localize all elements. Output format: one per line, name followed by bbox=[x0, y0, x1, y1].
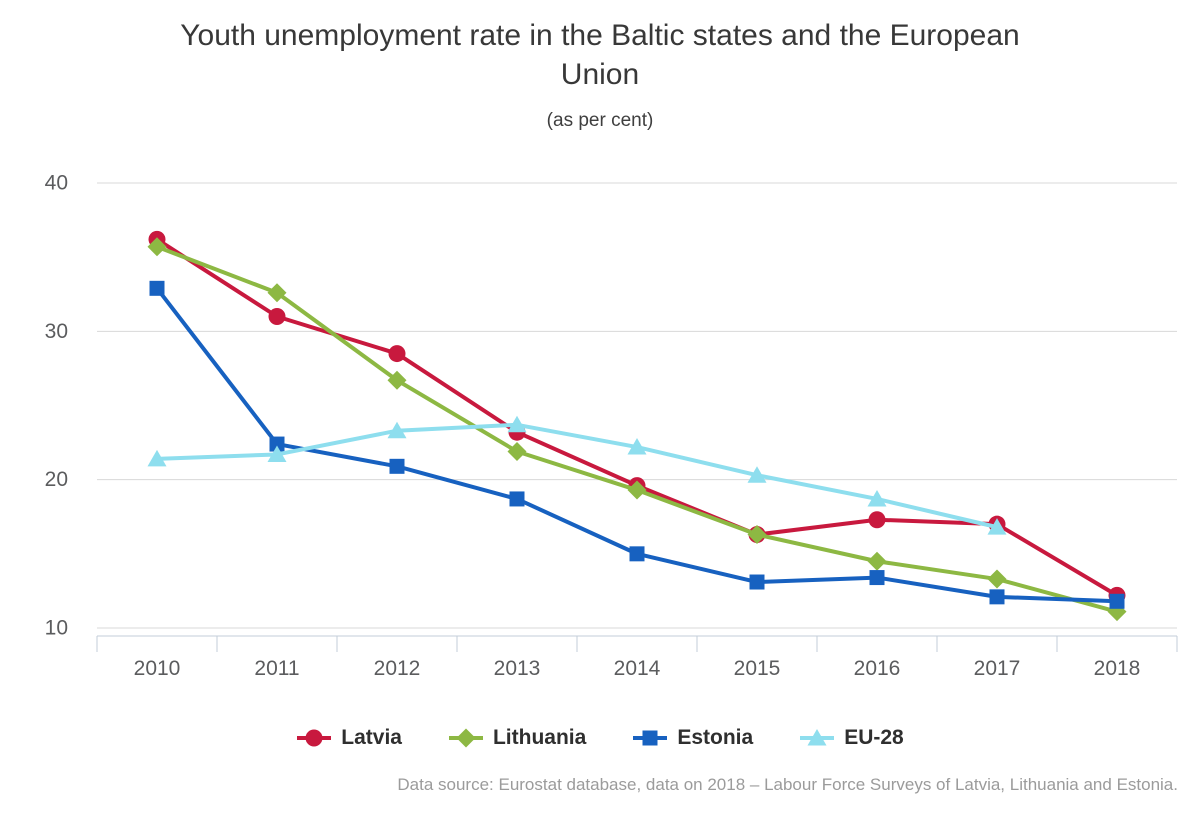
y-axis-label-30: 30 bbox=[45, 320, 68, 343]
marker-lithuania-2014[interactable] bbox=[627, 480, 647, 500]
chart-page: Youth unemployment rate in the Baltic st… bbox=[0, 16, 1200, 816]
marker-estonia-2013[interactable] bbox=[509, 491, 525, 507]
chart-title: Youth unemployment rate in the Baltic st… bbox=[180, 19, 1020, 91]
y-axis-label-20: 20 bbox=[45, 468, 68, 491]
line-chart-svg: 10 20 30 40 2010 2011 2012 2013 2014 2015 2016 2017… bbox=[45, 172, 1178, 680]
x-axis-label-2010: 2010 bbox=[134, 657, 181, 680]
series-estonia bbox=[149, 280, 1125, 609]
chart-legend: Latvia Lithuania Estonia EU-28 bbox=[0, 725, 1200, 751]
legend-label-eu-28: EU-28 bbox=[844, 726, 904, 749]
marker-lithuania-2010[interactable] bbox=[147, 237, 167, 257]
legend-item-eu-28[interactable]: EU-28 bbox=[799, 726, 904, 750]
legend-label-lithuania: Lithuania bbox=[492, 726, 587, 749]
marker-lithuania-2011[interactable] bbox=[267, 283, 287, 303]
series-eu-28 bbox=[147, 415, 1007, 535]
marker-estonia-2015[interactable] bbox=[749, 574, 765, 590]
legend-label-estonia: Estonia bbox=[677, 726, 754, 749]
marker-eu-28-2015[interactable] bbox=[747, 466, 767, 483]
series-line-latvia[interactable] bbox=[155, 237, 1119, 598]
legend-item-latvia[interactable]: Latvia bbox=[296, 726, 402, 750]
legend-diamond-icon bbox=[448, 728, 483, 748]
marker-eu-28-2017[interactable] bbox=[987, 518, 1007, 535]
marker-estonia-2011[interactable] bbox=[269, 436, 285, 452]
y-axis-label-40: 40 bbox=[45, 172, 68, 195]
y-axis-label-10: 10 bbox=[45, 617, 68, 640]
legend-label-latvia: Latvia bbox=[341, 726, 402, 749]
series-lithuania bbox=[147, 237, 1127, 622]
data-source-note: Data source: Eurostat database, data on … bbox=[397, 775, 1178, 794]
marker-eu-28-2010[interactable] bbox=[147, 449, 167, 467]
marker-eu-28-2011[interactable] bbox=[267, 445, 287, 462]
marker-estonia-2012[interactable] bbox=[389, 458, 405, 474]
series-line-eu-28[interactable] bbox=[155, 422, 999, 530]
x-axis-label-2012: 2012 bbox=[374, 657, 421, 680]
marker-latvia-2016[interactable] bbox=[868, 511, 886, 529]
marker-estonia-2017[interactable] bbox=[989, 589, 1005, 605]
plot-area: 10 20 30 40 2010 2011 2012 2013 2014 2015 2016 2017… bbox=[0, 158, 1200, 703]
x-axis-label-2018: 2018 bbox=[1094, 657, 1141, 680]
x-axis-label-2016: 2016 bbox=[854, 657, 901, 680]
legend-marker-estonia[interactable] bbox=[642, 730, 658, 746]
marker-eu-28-2013[interactable] bbox=[507, 415, 527, 433]
marker-estonia-2014[interactable] bbox=[629, 546, 645, 562]
marker-lithuania-2012[interactable] bbox=[387, 370, 407, 390]
marker-latvia-2011[interactable] bbox=[268, 308, 286, 325]
legend-triangle-icon bbox=[800, 729, 835, 746]
legend-item-estonia[interactable]: Estonia bbox=[632, 726, 753, 750]
marker-estonia-2010[interactable] bbox=[149, 280, 165, 296]
marker-estonia-2018[interactable] bbox=[1109, 593, 1125, 609]
marker-lithuania-2017[interactable] bbox=[987, 569, 1007, 589]
chart-subtitle: (as per cent) bbox=[546, 110, 654, 131]
legend-circle-icon bbox=[297, 729, 332, 747]
legend-marker-eu-28[interactable] bbox=[807, 729, 827, 746]
x-axis-label-2017: 2017 bbox=[974, 657, 1021, 680]
marker-eu-28-2012[interactable] bbox=[387, 421, 407, 439]
marker-eu-28-2014[interactable] bbox=[627, 438, 647, 455]
marker-lithuania-2013[interactable] bbox=[507, 441, 527, 461]
x-axis-label-2014: 2014 bbox=[614, 657, 661, 680]
marker-lithuania-2016[interactable] bbox=[867, 551, 887, 571]
x-axis-label-2011: 2011 bbox=[254, 657, 299, 680]
legend-item-lithuania[interactable]: Lithuania bbox=[448, 726, 586, 750]
marker-eu-28-2016[interactable] bbox=[867, 489, 887, 507]
legend-square-icon bbox=[633, 730, 668, 746]
x-axis-label-2013: 2013 bbox=[494, 657, 541, 680]
legend-marker-lithuania[interactable] bbox=[456, 728, 476, 748]
x-axis-label-2015: 2015 bbox=[734, 657, 781, 680]
marker-estonia-2016[interactable] bbox=[869, 570, 885, 586]
marker-lithuania-2015[interactable] bbox=[747, 525, 767, 545]
marker-latvia-2012[interactable] bbox=[388, 345, 406, 363]
legend-marker-latvia[interactable] bbox=[305, 729, 323, 747]
